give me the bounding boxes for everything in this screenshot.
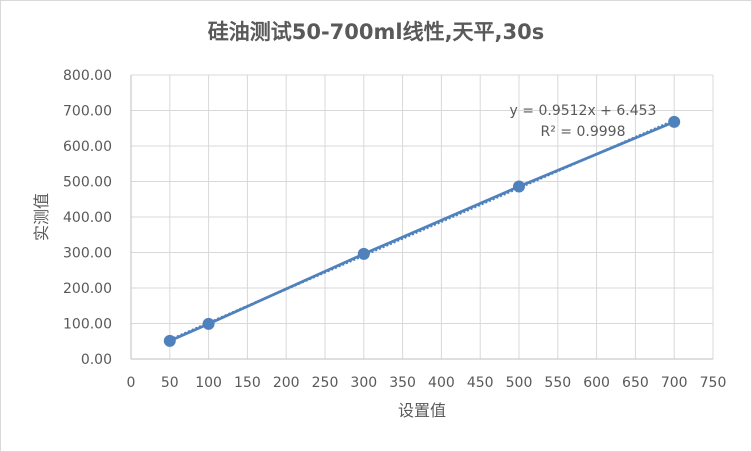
data-point-marker bbox=[513, 180, 525, 193]
data-point-marker bbox=[357, 247, 370, 260]
x-tick-label: 600 bbox=[583, 375, 610, 391]
x-tick-label: 0 bbox=[127, 375, 136, 391]
x-tick-label: 650 bbox=[622, 375, 649, 391]
chart-title: 硅油测试50-700ml线性,天平,30s bbox=[207, 20, 545, 44]
x-tick-label: 400 bbox=[428, 375, 455, 391]
trendline-equation: y = 0.9512x + 6.453 bbox=[510, 103, 657, 119]
x-tick-label: 150 bbox=[234, 375, 261, 391]
data-point-marker bbox=[163, 334, 176, 347]
x-tick-label: 200 bbox=[273, 375, 300, 391]
x-tick-label: 250 bbox=[312, 375, 339, 391]
x-tick-label: 100 bbox=[195, 375, 222, 391]
x-tick-label: 750 bbox=[700, 375, 727, 391]
data-series bbox=[163, 115, 681, 347]
x-tick-label: 350 bbox=[389, 375, 416, 391]
x-tick-label: 300 bbox=[350, 375, 377, 391]
x-tick-label: 550 bbox=[544, 375, 571, 391]
x-axis-title: 设置值 bbox=[398, 401, 446, 420]
x-tick-label: 450 bbox=[467, 375, 494, 391]
y-tick-label: 500.00 bbox=[63, 175, 112, 191]
series-line bbox=[169, 120, 675, 343]
x-tick-label: 700 bbox=[661, 375, 688, 391]
y-tick-label: 800.00 bbox=[63, 68, 112, 84]
x-tick-label: 500 bbox=[506, 375, 533, 391]
data-point-marker bbox=[668, 115, 681, 128]
x-tick-label: 50 bbox=[161, 375, 179, 391]
x-axis-ticks: 0 50 100 150 200 250 300 350 400 450 500 550 600 650 7… bbox=[127, 375, 727, 391]
y-tick-label: 600.00 bbox=[63, 139, 112, 155]
y-tick-label: 700.00 bbox=[63, 104, 112, 120]
y-tick-label: 400.00 bbox=[63, 210, 112, 226]
y-axis-title: 实测值 bbox=[32, 193, 51, 241]
y-tick-label: 100.00 bbox=[63, 317, 112, 333]
data-point-marker bbox=[202, 317, 215, 330]
y-tick-label: 0.00 bbox=[81, 352, 112, 368]
y-tick-label: 200.00 bbox=[63, 281, 112, 297]
r-squared-label: R² = 0.9998 bbox=[541, 124, 626, 140]
gridlines bbox=[130, 74, 714, 360]
y-tick-label: 300.00 bbox=[63, 246, 112, 262]
y-axis-ticks: 0.00 100.00 200.00 300.00 400.00 500.00 600.00… bbox=[63, 68, 112, 368]
